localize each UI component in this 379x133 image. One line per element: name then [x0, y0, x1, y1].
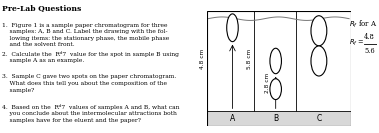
- Ellipse shape: [270, 48, 282, 74]
- Ellipse shape: [311, 46, 327, 76]
- Text: 5.6: 5.6: [364, 47, 375, 55]
- Text: 3.  Sample C gave two spots on the paper chromatogram.
    What does this tell y: 3. Sample C gave two spots on the paper …: [2, 74, 176, 93]
- Text: 4.8 cm: 4.8 cm: [200, 49, 205, 69]
- Text: A: A: [230, 114, 235, 123]
- Text: 5.8 cm: 5.8 cm: [247, 49, 252, 69]
- Text: 4.8: 4.8: [364, 33, 375, 41]
- Text: $R_f$ for A: $R_f$ for A: [349, 18, 377, 30]
- Text: $R_f$ =: $R_f$ =: [349, 38, 364, 48]
- Bar: [207, 111, 351, 126]
- Ellipse shape: [270, 79, 282, 100]
- Ellipse shape: [311, 16, 327, 46]
- Text: C: C: [316, 114, 321, 123]
- Text: 2.8 cm: 2.8 cm: [265, 73, 269, 93]
- Ellipse shape: [227, 14, 238, 42]
- Text: 2.  Calculate the  Rᵈ7  value for the spot in sample B using
    sample A as an : 2. Calculate the Rᵈ7 value for the spot …: [2, 51, 179, 63]
- Text: 1.  Figure 1 is a sample paper chromatogram for three
    samples: A, B and C. L: 1. Figure 1 is a sample paper chromatogr…: [2, 23, 169, 47]
- Text: B: B: [273, 114, 278, 123]
- Text: Pre-Lab Questions: Pre-Lab Questions: [2, 4, 81, 12]
- Text: 4.  Based on the  Rᵈ7  values of samples A and B, what can
    you conclude abou: 4. Based on the Rᵈ7 values of samples A …: [2, 104, 180, 123]
